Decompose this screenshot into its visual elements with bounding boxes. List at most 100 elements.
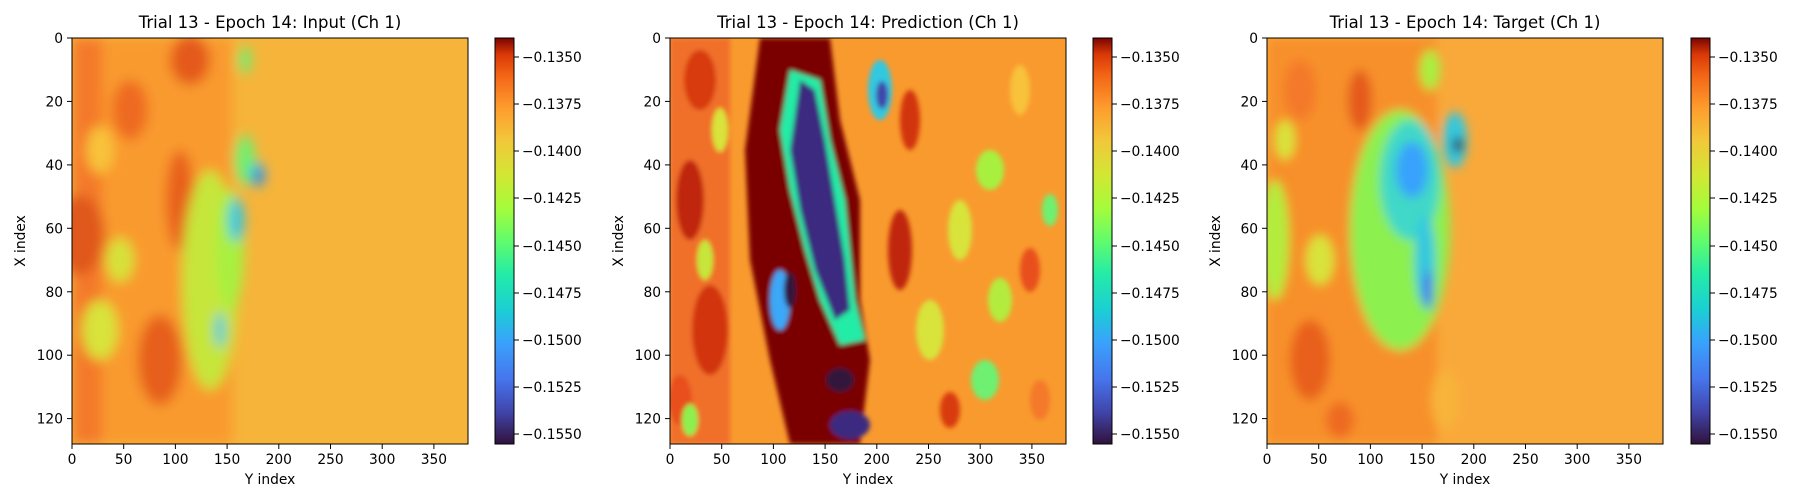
colorbar-tick-label: −0.1525 [1718,380,1778,396]
y-tick-label: 60 [643,221,661,237]
x-axis: 0 50 100 150 200 250 300 350 [1263,444,1642,468]
x-tick-label: 250 [1512,452,1538,468]
x-tick-label: 300 [369,452,395,468]
x-tick-label: 250 [317,452,343,468]
y-tick-label: 60 [45,221,63,237]
y-tick-label: 120 [1232,412,1258,428]
y-axis-label: X index [611,215,627,267]
panel-title: Trial 13 - Epoch 14: Prediction (Ch 1) [716,13,1019,32]
colorbar-tick-label: −0.1500 [1718,333,1778,349]
y-tick-label: 20 [643,94,661,110]
x-tick-label: 0 [666,452,675,468]
x-axis-label: Y index [1439,472,1491,488]
heatmap-image [670,38,1066,444]
y-tick-label: 40 [1240,158,1258,174]
colorbar-tick-label: −0.1400 [522,144,582,160]
x-tick-label: 300 [1564,452,1590,468]
colorbar-gradient [1691,38,1710,444]
colorbar-tick-label: −0.1450 [1120,239,1180,255]
colorbar-tick-label: −0.1475 [522,286,582,302]
colorbar: −0.1350 −0.1375 −0.1400 −0.1425 −0.1450 … [494,37,582,445]
colorbar-gradient [495,38,514,444]
y-tick-label: 80 [643,285,661,301]
y-axis: 0 20 40 60 80 100 120 [37,31,72,428]
y-axis: 0 20 40 60 80 100 120 [1232,31,1267,428]
colorbar: −0.1350 −0.1375 −0.1400 −0.1425 −0.1450 … [1690,37,1778,445]
y-tick-label: 0 [54,31,63,47]
x-tick-label: 50 [713,452,731,468]
colorbar-gradient [1093,38,1112,444]
panel-target: Trial 13 - Epoch 14: Target (Ch 1) [1208,13,1778,488]
heatmap-image [1267,38,1663,444]
colorbar-tick-label: −0.1500 [522,333,582,349]
colorbar-tick-label: −0.1475 [1120,286,1180,302]
colorbar-frame [494,37,515,445]
colorbar-tick-label: −0.1350 [522,50,582,66]
x-tick-label: 0 [1263,452,1272,468]
x-tick-label: 0 [68,452,77,468]
x-tick-label: 350 [1019,452,1045,468]
y-tick-label: 120 [37,412,63,428]
y-tick-label: 40 [643,158,661,174]
x-tick-label: 350 [1616,452,1642,468]
colorbar-tick-label: −0.1450 [522,239,582,255]
colorbar-tick-label: −0.1350 [1120,50,1180,66]
y-tick-label: 0 [652,31,661,47]
panel-prediction: Trial 13 - Epoch 14: Prediction (Ch 1) [611,13,1180,488]
x-tick-label: 100 [760,452,786,468]
colorbar-tick-label: −0.1400 [1120,144,1180,160]
colorbar: −0.1350 −0.1375 −0.1400 −0.1425 −0.1450 … [1092,37,1180,445]
colorbar-tick-label: −0.1375 [522,97,582,113]
colorbar-tick-label: −0.1425 [1718,191,1778,207]
x-tick-label: 100 [1357,452,1383,468]
y-axis: 0 20 40 60 80 100 120 [635,31,670,428]
x-tick-label: 250 [915,452,941,468]
colorbar-frame [1092,37,1113,445]
plot-frame [669,37,1067,445]
x-tick-label: 150 [1409,452,1435,468]
colorbar-tick-label: −0.1425 [1120,191,1180,207]
plot-frame [1266,37,1664,445]
colorbar-tick-label: −0.1550 [1718,427,1778,443]
y-tick-label: 20 [45,94,63,110]
colorbar-tick-label: −0.1425 [522,191,582,207]
y-tick-label: 80 [1240,285,1258,301]
colorbar-tick-label: −0.1400 [1718,144,1778,160]
panel-title: Trial 13 - Epoch 14: Target (Ch 1) [1329,13,1601,32]
y-tick-label: 20 [1240,94,1258,110]
colorbar-tick-label: −0.1375 [1120,97,1180,113]
x-tick-label: 150 [214,452,240,468]
y-tick-label: 100 [1232,348,1258,364]
y-tick-label: 100 [635,348,661,364]
colorbar-tick-label: −0.1475 [1718,286,1778,302]
y-tick-label: 60 [1240,221,1258,237]
panel-input: Trial 13 - Epoch 14: Input (Ch 1) [13,13,582,488]
y-tick-label: 80 [45,285,63,301]
y-axis-label: X index [1208,215,1224,267]
x-tick-label: 200 [1461,452,1487,468]
colorbar-tick-label: −0.1500 [1120,333,1180,349]
x-tick-label: 50 [1310,452,1328,468]
colorbar-tick-label: −0.1550 [522,427,582,443]
colorbar-tick-label: −0.1525 [522,380,582,396]
x-tick-label: 100 [162,452,188,468]
y-axis-label: X index [13,215,29,267]
x-axis-label: Y index [244,472,296,488]
x-tick-label: 300 [967,452,993,468]
colorbar-tick-label: −0.1350 [1718,50,1778,66]
colorbar-tick-label: −0.1375 [1718,97,1778,113]
y-tick-label: 120 [635,412,661,428]
colorbar-tick-label: −0.1550 [1120,427,1180,443]
plot-frame [71,37,469,445]
panel-title: Trial 13 - Epoch 14: Input (Ch 1) [138,13,402,32]
x-tick-label: 200 [864,452,890,468]
x-tick-label: 150 [812,452,838,468]
x-tick-label: 350 [421,452,447,468]
y-tick-label: 100 [37,348,63,364]
x-tick-label: 50 [115,452,133,468]
x-axis: 0 50 100 150 200 250 300 350 [666,444,1045,468]
y-tick-label: 0 [1249,31,1258,47]
x-axis: 0 50 100 150 200 250 300 350 [68,444,447,468]
colorbar-tick-label: −0.1525 [1120,380,1180,396]
